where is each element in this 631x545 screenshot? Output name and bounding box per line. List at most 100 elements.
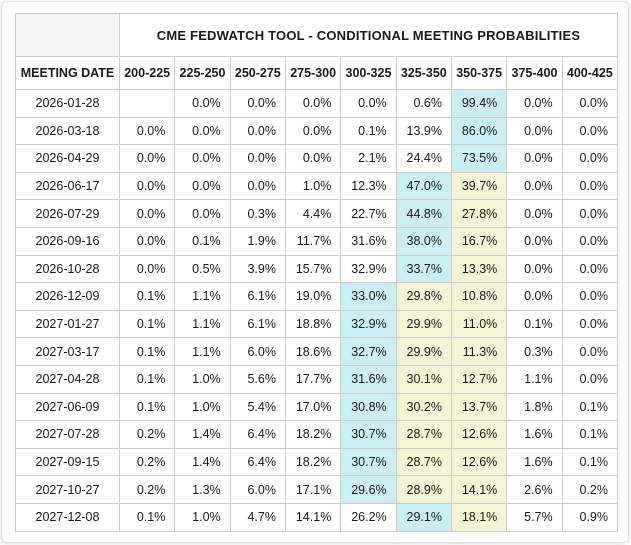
probability-cell: 28.9% [395, 475, 452, 504]
probability-cell: 12.6% [450, 447, 508, 477]
probability-cell: 0.0% [561, 89, 619, 118]
rate-range-header: 275-300 [284, 56, 342, 90]
meeting-date-cell: 2026-06-17 [15, 171, 120, 201]
probability-cell: 31.6% [340, 364, 397, 394]
probability-cell: 6.1% [229, 309, 286, 339]
probability-cell: 11.3% [450, 337, 508, 366]
rate-range-header: 225-250 [174, 56, 231, 90]
table-row: 2026-04-29 0.0% 0.0% 0.0% 0.0% 2.1% 24.4% 73.5%… [15, 144, 619, 173]
table-row: 2027-06-09 0.1% 1.0% 5.4% 17.0% 30.8% 30.2% 13.… [15, 392, 619, 422]
probability-cell: 0.0% [340, 89, 397, 118]
corner-cell [15, 13, 120, 57]
probability-cell: 13.3% [450, 254, 508, 284]
rate-range-header: 350-375 [450, 56, 508, 90]
probability-cell: 1.0% [284, 171, 342, 201]
probability-cell: 3.9% [229, 254, 286, 284]
probability-cell: 39.7% [450, 171, 508, 201]
probability-cell: 5.6% [229, 364, 286, 394]
probability-cell: 0.1% [118, 282, 176, 311]
probability-cell: 0.0% [229, 144, 286, 173]
probability-cell: 0.0% [284, 116, 342, 146]
probability-cell: 32.7% [340, 337, 397, 366]
probability-cell: 0.1% [118, 309, 176, 339]
probability-cell: 30.7% [340, 447, 397, 477]
rate-range-header: 300-325 [340, 56, 397, 90]
rate-range-header: 375-400 [506, 56, 563, 90]
probability-cell: 1.0% [174, 364, 231, 394]
meeting-date-cell: 2026-01-28 [15, 89, 120, 118]
probability-cell: 0.1% [561, 392, 619, 422]
probability-cell: 0.0% [561, 199, 619, 228]
probability-cell: 0.0% [561, 337, 619, 366]
probability-cell: 32.9% [340, 309, 397, 339]
probability-cell: 1.9% [229, 226, 286, 256]
probability-cell: 12.6% [450, 420, 508, 449]
probability-cell: 29.8% [395, 282, 452, 311]
probability-cell: 0.1% [118, 337, 176, 366]
probability-cell: 0.0% [118, 116, 176, 146]
table-row: 2027-04-28 0.1% 1.0% 5.6% 17.7% 31.6% 30.1% 12.… [15, 364, 619, 394]
probability-cell: 11.7% [284, 226, 342, 256]
probability-cell: 18.8% [284, 309, 342, 339]
probability-cell: 29.1% [395, 502, 452, 532]
probability-cell: 0.0% [506, 199, 563, 228]
probability-cell: 0.0% [506, 144, 563, 173]
probability-cell: 33.0% [340, 282, 397, 311]
meeting-date-cell: 2027-12-08 [15, 502, 120, 532]
probability-cell: 44.8% [395, 199, 452, 228]
probability-cell: 0.0% [118, 254, 176, 284]
probability-cell: 0.0% [284, 89, 342, 118]
probability-cell: 0.0% [506, 116, 563, 146]
probability-cell: 31.6% [340, 226, 397, 256]
rate-range-header: 200-225 [118, 56, 176, 90]
probability-cell: 4.4% [284, 199, 342, 228]
probability-cell: 1.1% [174, 337, 231, 366]
probability-cell: 0.9% [561, 502, 619, 532]
probability-cell: 1.3% [174, 475, 231, 504]
probability-cell: 0.0% [506, 282, 563, 311]
probability-cell: 0.0% [561, 226, 619, 256]
probability-cell: 26.2% [340, 502, 397, 532]
probability-cell: 0.0% [561, 309, 619, 339]
probability-cell: 0.0% [561, 254, 619, 284]
probability-cell: 0.0% [284, 144, 342, 173]
probability-cell: 1.1% [506, 364, 563, 394]
probability-cell: 19.0% [284, 282, 342, 311]
probability-cell: 18.6% [284, 337, 342, 366]
probability-cell: 0.1% [118, 502, 176, 532]
table-row: 2027-10-27 0.2% 1.3% 6.0% 17.1% 29.6% 28.9% 14.… [15, 475, 619, 504]
probability-cell: 0.2% [118, 475, 176, 504]
meeting-date-cell: 2027-07-28 [15, 420, 120, 449]
probability-cell: 0.1% [561, 447, 619, 477]
probability-cell: 30.7% [340, 420, 397, 449]
probability-cell: 5.4% [229, 392, 286, 422]
table-title: CME FEDWATCH TOOL - CONDITIONAL MEETING … [119, 13, 618, 57]
probability-cell: 0.0% [174, 171, 231, 201]
table-row: 2027-01-27 0.1% 1.1% 6.1% 18.8% 32.9% 29.9% 11.… [15, 309, 619, 339]
probability-cell: 0.0% [506, 254, 563, 284]
probability-cell: 1.4% [174, 447, 231, 477]
probability-cell: 14.1% [284, 502, 342, 532]
probability-cell: 32.9% [340, 254, 397, 284]
table-row: 2027-12-08 0.1% 1.0% 4.7% 14.1% 26.2% 29.1% 18.… [15, 502, 619, 532]
table-row: 2027-03-17 0.1% 1.1% 6.0% 18.6% 32.7% 29.9% 11.… [15, 337, 619, 366]
meeting-date-cell: 2026-07-29 [15, 199, 120, 228]
probability-cell: 0.2% [118, 447, 176, 477]
table-row: 2027-07-28 0.2% 1.4% 6.4% 18.2% 30.7% 28.7% 12.… [15, 420, 619, 449]
probability-cell: 28.7% [395, 447, 452, 477]
probability-cell: 0.1% [506, 309, 563, 339]
meeting-date-cell: 2027-09-15 [15, 447, 120, 477]
probability-cell: 10.8% [450, 282, 508, 311]
probability-cell: 0.2% [561, 475, 619, 504]
meeting-date-cell: 2027-04-28 [15, 364, 120, 394]
probability-cell: 0.0% [506, 171, 563, 201]
conditional-meeting-probabilities-table: CME FEDWATCH TOOL - CONDITIONAL MEETING … [15, 13, 619, 532]
probability-cell: 0.1% [118, 364, 176, 394]
meeting-date-header: MEETING DATE [15, 56, 120, 90]
probability-cell: 0.1% [118, 392, 176, 422]
probability-cell: 4.7% [229, 502, 286, 532]
meeting-date-cell: 2026-04-29 [15, 144, 120, 173]
probability-cell: 17.0% [284, 392, 342, 422]
probability-cell: 6.4% [229, 420, 286, 449]
probability-cell: 28.7% [395, 420, 452, 449]
